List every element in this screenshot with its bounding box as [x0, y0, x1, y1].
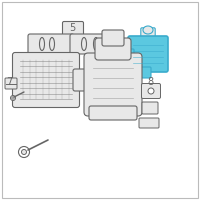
- FancyBboxPatch shape: [139, 118, 159, 128]
- FancyBboxPatch shape: [141, 28, 155, 39]
- Ellipse shape: [143, 26, 153, 34]
- Ellipse shape: [94, 38, 98, 50]
- FancyBboxPatch shape: [102, 30, 124, 46]
- Text: 5: 5: [69, 23, 75, 33]
- Text: 7: 7: [6, 77, 12, 87]
- FancyBboxPatch shape: [128, 36, 168, 72]
- Ellipse shape: [107, 36, 117, 52]
- FancyBboxPatch shape: [62, 21, 84, 46]
- FancyBboxPatch shape: [12, 52, 80, 108]
- FancyBboxPatch shape: [84, 53, 142, 116]
- Ellipse shape: [109, 38, 115, 49]
- FancyBboxPatch shape: [95, 38, 131, 60]
- FancyBboxPatch shape: [5, 78, 17, 89]
- FancyBboxPatch shape: [28, 34, 74, 54]
- FancyBboxPatch shape: [70, 34, 114, 54]
- Circle shape: [18, 146, 30, 158]
- FancyBboxPatch shape: [123, 49, 134, 61]
- Circle shape: [12, 97, 14, 99]
- Ellipse shape: [50, 38, 54, 50]
- FancyBboxPatch shape: [142, 84, 160, 98]
- Ellipse shape: [82, 38, 86, 50]
- Ellipse shape: [40, 38, 44, 50]
- Circle shape: [148, 88, 154, 94]
- FancyBboxPatch shape: [142, 102, 158, 114]
- Circle shape: [10, 96, 16, 100]
- FancyBboxPatch shape: [89, 106, 137, 120]
- FancyBboxPatch shape: [2, 2, 198, 198]
- FancyBboxPatch shape: [139, 67, 151, 78]
- Circle shape: [22, 150, 26, 154]
- FancyBboxPatch shape: [73, 69, 93, 91]
- Text: 8: 8: [147, 77, 153, 87]
